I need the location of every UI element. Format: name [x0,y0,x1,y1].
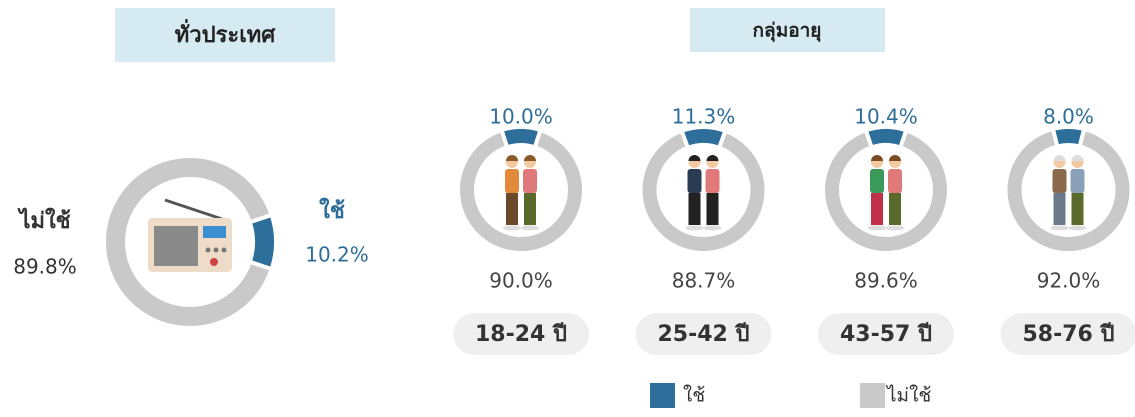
age-label: 18-24 ปี [475,322,567,347]
torso [888,169,902,193]
donut-slice [456,127,586,255]
person-icon [521,155,539,231]
age-pill [818,313,954,355]
value-label: 10.2% [305,243,369,267]
value-label: 8.0% [1043,105,1094,129]
title-box [115,8,335,62]
torso [1070,169,1085,193]
shadow [1050,225,1069,231]
legs [871,193,883,225]
value-label: 89.6% [854,269,918,293]
age-label: 58-76 ปี [1023,322,1115,347]
person-icon [703,155,722,231]
donut-slice [638,128,769,255]
shadow [886,225,904,231]
shadow [685,225,704,231]
hair [506,155,518,161]
hair [688,155,701,161]
age-pill [453,313,589,355]
national-title: ทั่วประเทศ [175,18,276,48]
donut-slice [102,154,275,330]
torso [870,169,884,193]
value-label: 90.0% [489,269,553,293]
person-icon [1068,155,1087,231]
legs [706,193,719,225]
person-icon [503,155,521,231]
age-pill [1000,313,1135,355]
legs [889,193,901,225]
torso [505,169,519,193]
value-label: 88.7% [672,269,736,293]
shadow [1068,225,1087,231]
slice-label: ใช้ [319,197,345,224]
person-icon [685,155,704,231]
age-label: 43-57 ปี [840,322,932,347]
slice-label: ไม่ใช้ [17,207,70,234]
torso [523,169,537,193]
legend-label: ใช้ [683,385,705,407]
torso [687,169,702,193]
age-label: 25-42 ปี [658,322,750,347]
donut-slice [821,127,951,255]
donut-slice [247,212,278,272]
hair [1071,155,1084,161]
hair [871,155,883,161]
title-box [690,8,885,52]
torso [705,169,720,193]
radio-icon [148,198,232,272]
hair [1053,155,1066,161]
shadow [868,225,886,231]
age-pill [635,313,772,355]
legend-label: ไม่ใช้ [885,385,931,407]
value-label: 11.3% [672,105,736,129]
legs [506,193,518,225]
value-label: 10.4% [854,105,918,129]
hair [706,155,719,161]
person-icon [868,155,886,231]
shadow [521,225,539,231]
legs [688,193,701,225]
age-title: กลุ่มอายุ [753,20,822,43]
hair [524,155,536,161]
torso [1052,169,1067,193]
value-label: 10.0% [489,105,553,129]
legend-swatch [650,383,675,408]
value-label: 92.0% [1037,269,1101,293]
legs [1053,193,1066,225]
hair [889,155,901,161]
legs [1071,193,1084,225]
donut-slice [1003,126,1134,255]
legs [524,193,536,225]
value-label: 89.8% [13,255,77,279]
shadow [503,225,521,231]
person-icon [886,155,904,231]
person-icon [1050,155,1069,231]
legend-swatch [860,383,885,408]
shadow [703,225,722,231]
